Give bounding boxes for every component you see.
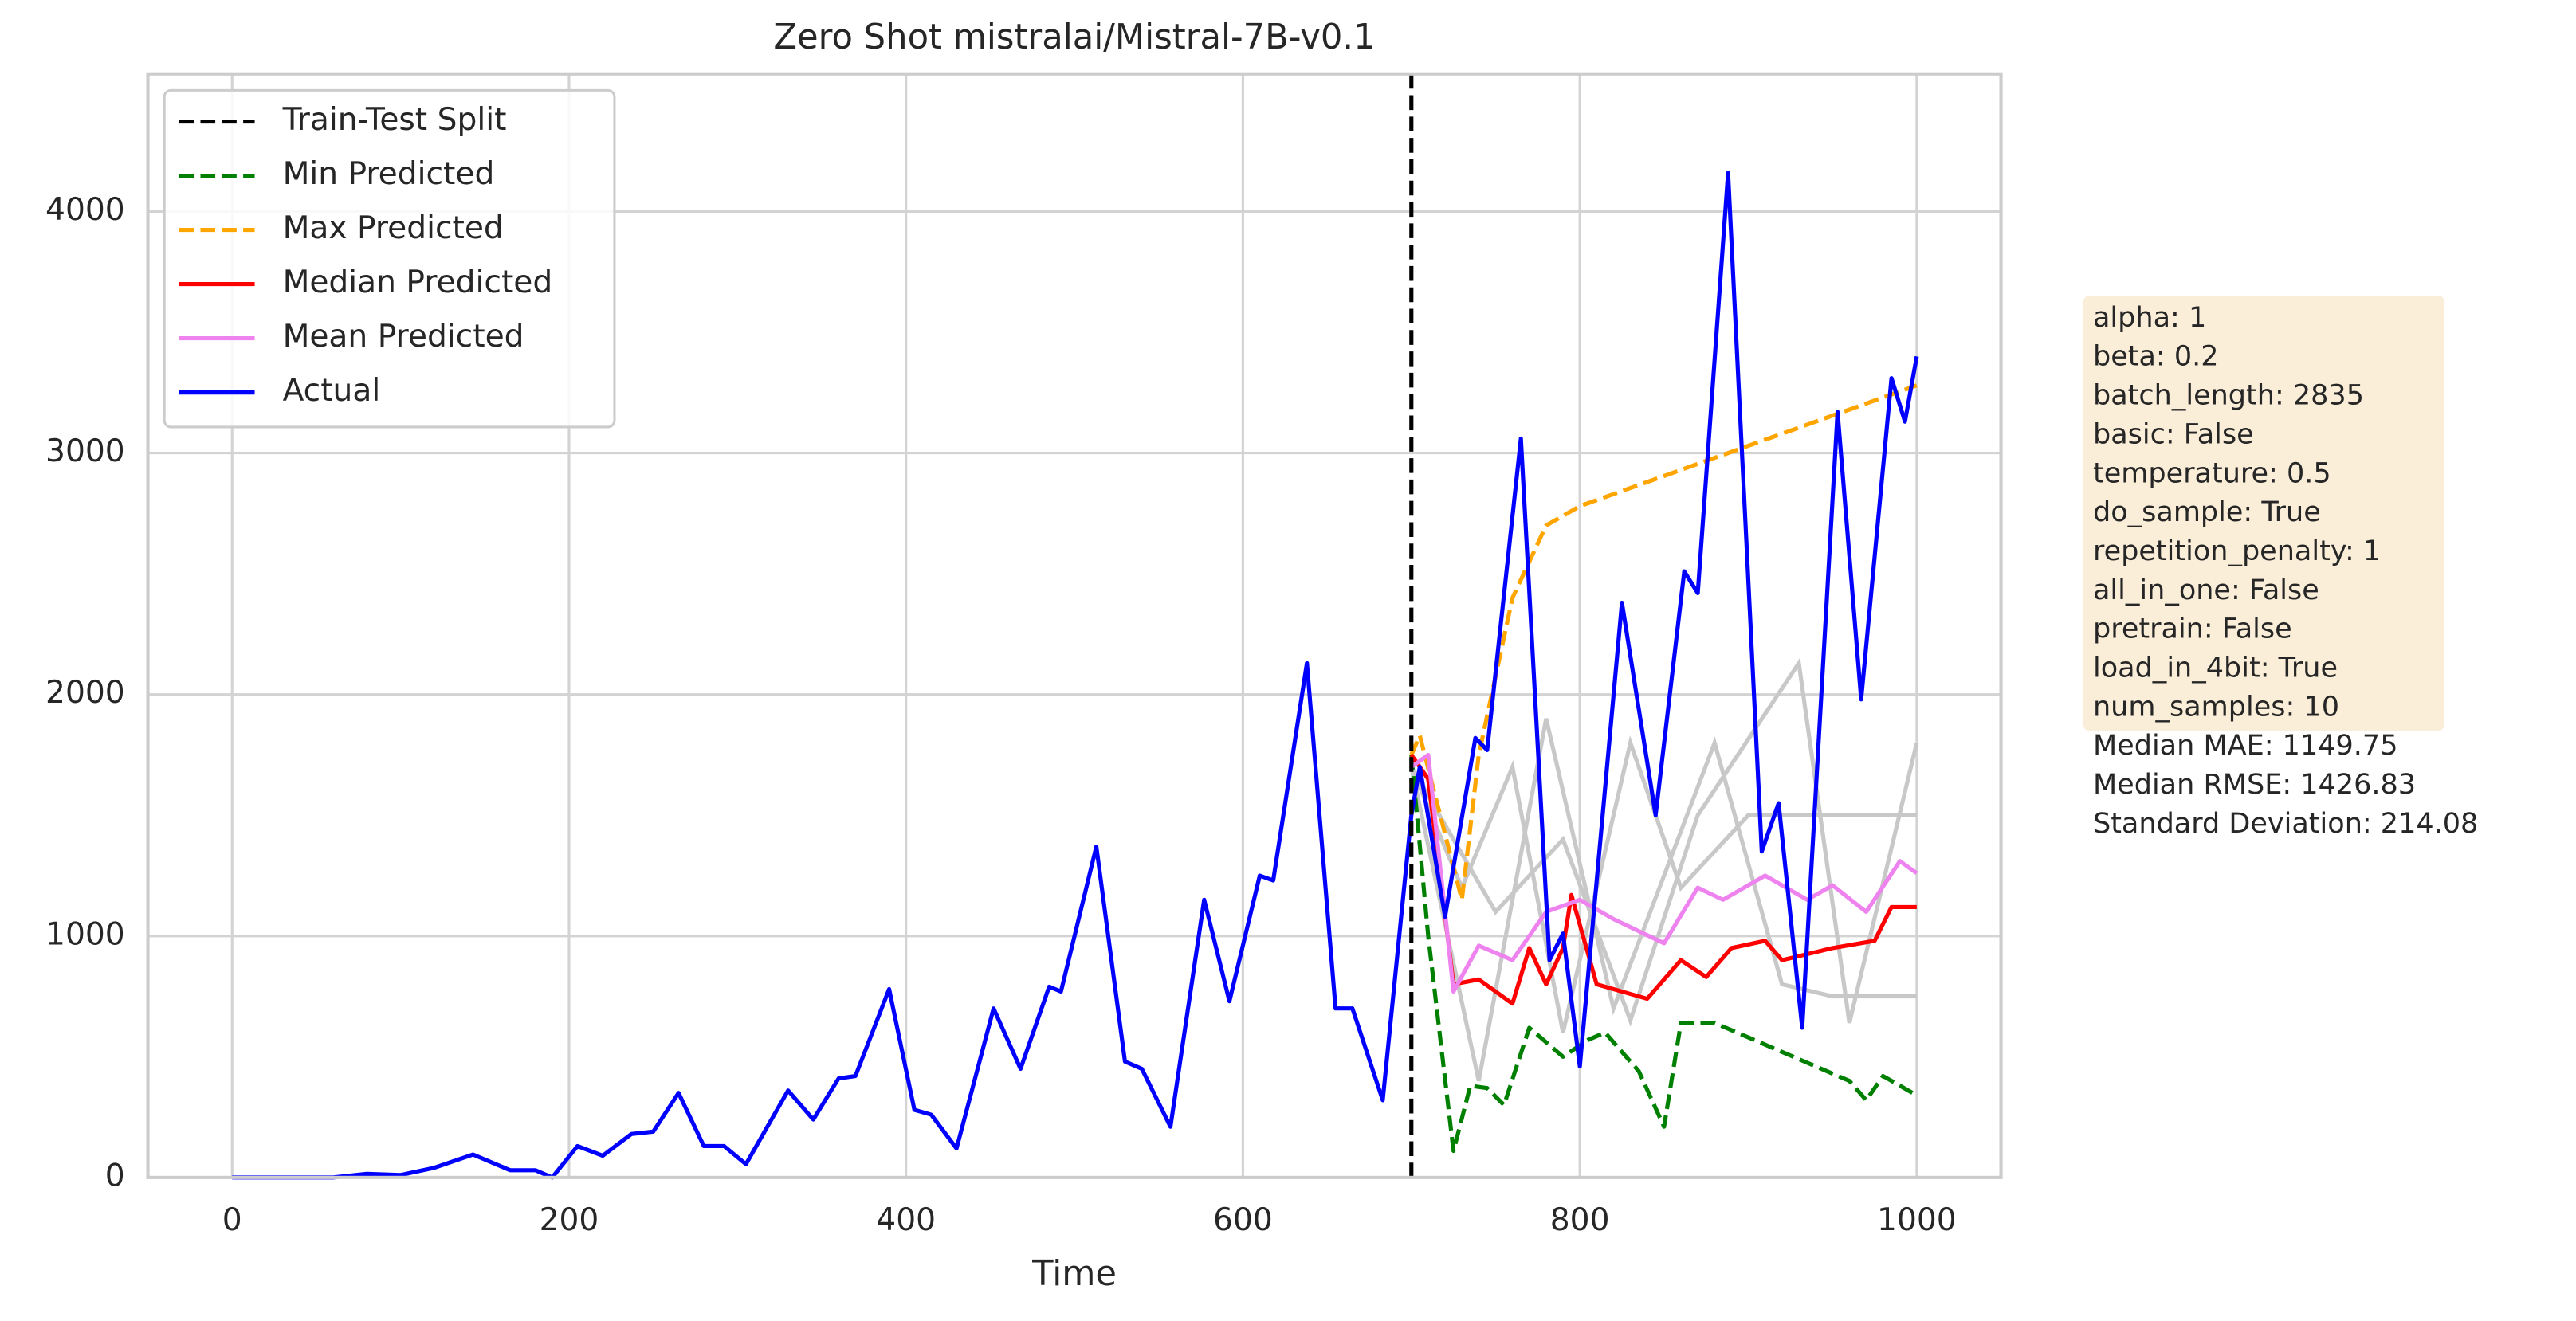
x-tick-label: 200 bbox=[540, 1202, 599, 1238]
sample-line bbox=[1409, 718, 1917, 1082]
series-line bbox=[1410, 752, 1918, 994]
x-tick-label: 1000 bbox=[1877, 1202, 1957, 1238]
y-tick-label: 4000 bbox=[45, 192, 125, 228]
x-tick-label: 400 bbox=[876, 1202, 936, 1238]
series-line bbox=[1409, 753, 1917, 1006]
annotation-line: beta: 0.2 bbox=[2093, 340, 2219, 373]
x-tick-label: 600 bbox=[1213, 1202, 1273, 1238]
metric-line: Standard Deviation: 214.08 bbox=[2093, 807, 2478, 840]
legend-label: Mean Predicted bbox=[283, 319, 524, 355]
annotation-line: repetition_penalty: 1 bbox=[2093, 535, 2381, 567]
annotation-line: do_sample: True bbox=[2093, 496, 2321, 528]
legend-label: Max Predicted bbox=[283, 210, 504, 246]
x-axis-label: Time bbox=[1031, 1254, 1117, 1294]
sample-line bbox=[1409, 657, 1919, 1027]
x-tick-label: 800 bbox=[1550, 1202, 1610, 1238]
annotation-line: batch_length: 2835 bbox=[2093, 379, 2364, 412]
y-tick-label: 2000 bbox=[45, 675, 125, 711]
annotation-line: alpha: 1 bbox=[2093, 301, 2206, 334]
annotation-line: load_in_4bit: True bbox=[2093, 652, 2338, 684]
metric-line: Median RMSE: 1426.83 bbox=[2093, 768, 2416, 801]
annotation-line: all_in_one: False bbox=[2093, 574, 2319, 606]
y-tick-label: 0 bbox=[105, 1158, 125, 1194]
annotation-line: temperature: 0.5 bbox=[2093, 457, 2331, 489]
annotation-box bbox=[2083, 296, 2445, 731]
y-tick-label: 1000 bbox=[45, 916, 125, 952]
legend-box bbox=[163, 88, 616, 429]
legend-label: Actual bbox=[283, 373, 381, 409]
series-line bbox=[232, 171, 1919, 1180]
annotation-line: basic: False bbox=[2093, 417, 2254, 450]
legend-label: Min Predicted bbox=[283, 156, 495, 192]
series-line bbox=[1409, 755, 1918, 1154]
x-tick-label: 0 bbox=[222, 1202, 242, 1238]
plot-frame bbox=[146, 72, 2003, 1179]
annotation-line: pretrain: False bbox=[2093, 613, 2292, 645]
y-tick-label: 3000 bbox=[45, 433, 125, 469]
legend-label: Train-Test Split bbox=[282, 102, 507, 138]
metric-line: Median MAE: 1149.75 bbox=[2093, 729, 2398, 762]
chart-title: Zero Shot mistralai/Mistral-7B-v0.1 bbox=[773, 18, 1375, 57]
annotation-line: num_samples: 10 bbox=[2093, 690, 2339, 723]
legend-label: Median Predicted bbox=[283, 265, 553, 300]
